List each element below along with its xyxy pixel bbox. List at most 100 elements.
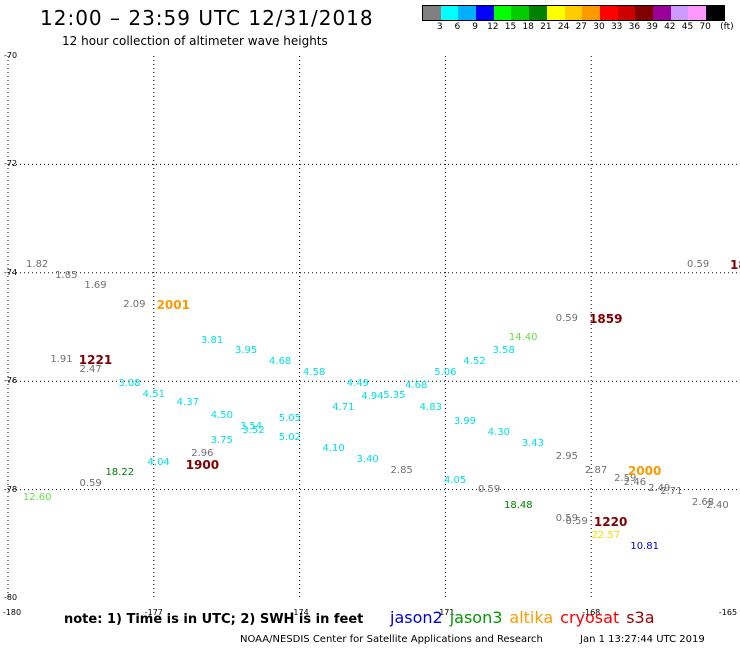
wave-height-value: 5.05: [278, 413, 302, 425]
wave-height-value: 3.40: [356, 453, 379, 465]
colorbar-tick-label: 70: [699, 22, 711, 32]
wave-height-value: 3.54: [239, 421, 263, 433]
latitude-label: -74: [4, 267, 18, 277]
map-subtitle: 12 hour collection of altimeter wave hei…: [62, 34, 328, 48]
generation-timestamp: Jan 1 13:27:44 UTC 2019: [580, 634, 705, 645]
colorbar-swatch: [546, 6, 565, 20]
wave-height-value: 5.02: [278, 432, 302, 444]
wave-height-value: 2.47: [79, 364, 102, 376]
colorbar-tick-label: 3: [436, 22, 443, 32]
colorbar-swatch: [582, 6, 600, 20]
pass-time-label: 1859: [589, 311, 623, 326]
wave-height-value: 0.59: [477, 483, 501, 495]
wave-height-value: 4.05: [443, 475, 467, 487]
pass-time-label: 1858: [730, 257, 740, 272]
colorbar-tick-label: 18: [522, 22, 534, 32]
wave-height-value: 2.40: [706, 499, 729, 511]
colorbar-tick-label: 42: [664, 22, 676, 32]
colorbar: [422, 5, 725, 21]
colorbar-tick-label: 12: [487, 22, 499, 32]
footer-note: note: 1) Time is in UTC; 2) SWH is in fe…: [64, 612, 364, 627]
wave-height-value: 1.82: [26, 258, 49, 270]
colorbar-swatch: [440, 6, 459, 20]
colorbar-tick-label: 45: [681, 22, 694, 32]
colorbar-swatch: [493, 6, 512, 20]
colorbar-swatch: [652, 6, 671, 20]
colorbar-tick-label: 21: [540, 22, 552, 32]
credits: NOAA/NESDIS Center for Satellite Applica…: [240, 634, 543, 645]
wave-height-value: 0.59: [79, 478, 102, 490]
wave-height-value: 1.85: [55, 269, 78, 281]
colorbar-swatch: [458, 6, 477, 20]
wave-height-value: 3.75: [210, 434, 233, 446]
latitude-label: -78: [4, 484, 18, 494]
wave-height-value: 10.81: [630, 540, 659, 552]
wave-height-value: 2.71: [660, 486, 683, 498]
legend-entry-jason3: jason3: [449, 608, 503, 627]
wave-height-value: 2.09: [123, 299, 146, 311]
wave-height-value: 2.95: [555, 451, 579, 463]
wave-height-value: 3.95: [234, 345, 258, 357]
pass-time-label: 1220: [593, 515, 628, 530]
wave-height-value: 1.69: [84, 280, 107, 292]
longitude-label: -177: [144, 608, 163, 617]
colorbar-tick-label: 15: [504, 22, 517, 32]
wave-height-value: 2.96: [191, 448, 214, 460]
wave-height-value: 4.71: [332, 402, 355, 414]
colorbar-tick-label: 9: [472, 22, 478, 32]
wave-height-value: 4.10: [322, 442, 345, 454]
colorbar-swatch: [670, 6, 689, 20]
map-title: 12:00 – 23:59 UTC 12/31/2018: [40, 6, 374, 30]
wave-height-value: 3.43: [521, 437, 545, 449]
colorbar-ticks: 3 6 9 12 15 18 21 24 27 30 33 36 39 42 45 70 (ft): [422, 22, 740, 36]
colorbar-swatch: [476, 6, 494, 20]
colorbar-swatch: [529, 6, 547, 20]
wave-height-value: 18.22: [105, 467, 135, 479]
wave-height-value: 3.99: [453, 415, 476, 427]
wave-height-value: 2.49: [648, 482, 671, 494]
longitude-label: -180: [2, 608, 22, 617]
wave-height-value: 4.37: [176, 396, 199, 408]
wave-height-value: 4.04: [147, 456, 170, 468]
colorbar-tick-label: 6: [454, 22, 461, 32]
wave-height-value: 2.87: [584, 464, 608, 476]
colorbar-swatch: [511, 6, 530, 20]
longitude-label: -174: [290, 608, 309, 617]
wave-height-value: 5.35: [383, 389, 406, 401]
legend-entry-altika: altika: [509, 608, 554, 627]
longitude-label: -171: [436, 608, 455, 617]
colorbar-swatch: [688, 6, 706, 20]
wave-height-value: 0.59: [555, 513, 579, 525]
wave-height-value: 22.57: [591, 529, 621, 541]
latitude-label: -80: [4, 593, 18, 602]
pass-time-label: 2001: [156, 298, 190, 313]
colorbar-swatch: [599, 6, 618, 20]
longitude-label: -168: [582, 608, 601, 617]
wave-height-value: 0.59: [565, 516, 588, 528]
colorbar-tick-label: 24: [557, 22, 570, 32]
wave-height-value: 4.58: [303, 367, 326, 379]
wave-height-value: 2.59: [614, 472, 637, 484]
latitude-label: -70: [4, 51, 18, 60]
colorbar-tick-label: 30: [593, 22, 605, 32]
latitude-label: -76: [4, 376, 18, 386]
wave-height-value: 4.49: [346, 377, 370, 389]
wave-height-value: 4.94: [361, 391, 384, 403]
wave-height-value: 2.85: [390, 464, 413, 476]
wave-height-value: 4.30: [487, 426, 510, 438]
wave-height-value: 18.48: [503, 499, 533, 511]
legend-entry-cryosat: cryosat: [560, 608, 620, 627]
colorbar-swatch: [706, 6, 724, 20]
colorbar-tick-label: 36: [628, 22, 641, 32]
pass-time-label: 1221: [78, 352, 113, 367]
colorbar-unit: (ft): [720, 22, 734, 32]
wave-height-value: 3.08: [118, 377, 141, 389]
wave-height-value: 5.06: [434, 367, 457, 379]
longitude-label: -165: [718, 608, 738, 617]
wave-height-value: 4.68: [269, 356, 292, 368]
wave-height-value: 1.91: [50, 353, 73, 365]
satellite-legend: jason2 jason3 altika cryosat s3a: [390, 608, 662, 627]
colorbar-swatch: [423, 6, 441, 20]
wave-height-value: 3.52: [242, 425, 265, 437]
